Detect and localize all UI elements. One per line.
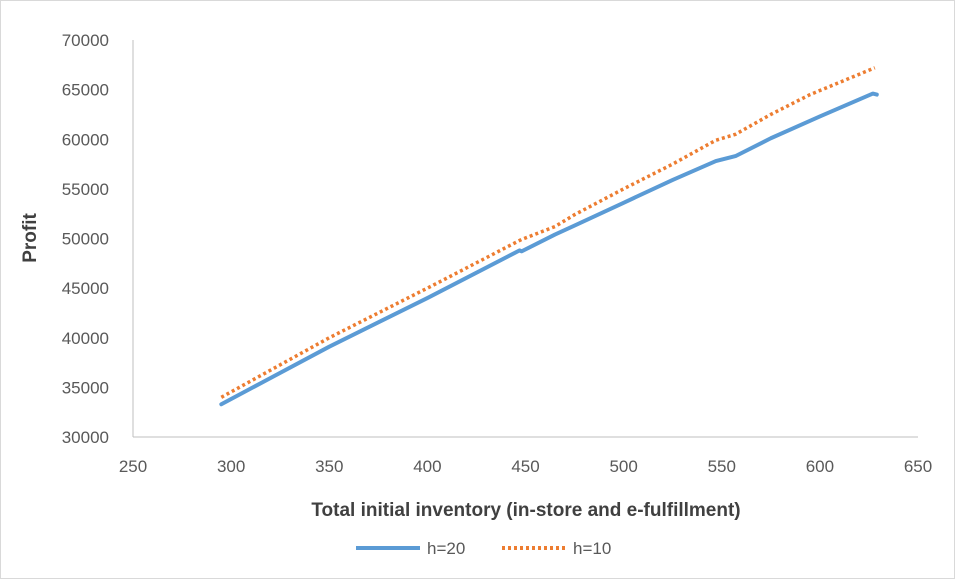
- y-tick-label: 30000: [62, 428, 109, 447]
- x-tick-label: 300: [217, 457, 245, 476]
- x-tick-label: 600: [806, 457, 834, 476]
- y-tick-label: 55000: [62, 180, 109, 199]
- x-tick-label: 650: [904, 457, 932, 476]
- y-tick-label: 35000: [62, 378, 109, 397]
- series-layer: [219, 66, 879, 407]
- y-tick-label: 60000: [62, 130, 109, 149]
- x-tick-label: 500: [609, 457, 637, 476]
- x-axis-title: Total initial inventory (in-store and e-…: [311, 500, 740, 521]
- series-line-h20: [219, 91, 879, 407]
- legend: h=20 h=10: [356, 539, 611, 558]
- y-tick-label: 65000: [62, 81, 109, 100]
- legend-label-h10: h=10: [573, 539, 611, 558]
- x-tick-label: 250: [119, 457, 147, 476]
- y-tick-label: 50000: [62, 230, 109, 249]
- legend-label-h20: h=20: [427, 539, 465, 558]
- y-tick-label: 40000: [62, 329, 109, 348]
- x-tick-label: 550: [708, 457, 736, 476]
- x-tick-label: 400: [413, 457, 441, 476]
- y-axis-title: Profit: [20, 213, 41, 263]
- x-tick-label: 450: [511, 457, 539, 476]
- y-axis-ticks: 30000 35000 40000 45000 50000 55000 60000 65000…: [62, 31, 109, 447]
- x-axis-ticks: 250 300 350 400 450 500 550 600 650: [119, 457, 932, 476]
- y-tick-label: 70000: [62, 31, 109, 50]
- series-line-h10: [220, 66, 876, 399]
- x-tick-label: 350: [315, 457, 343, 476]
- y-tick-label: 45000: [62, 279, 109, 298]
